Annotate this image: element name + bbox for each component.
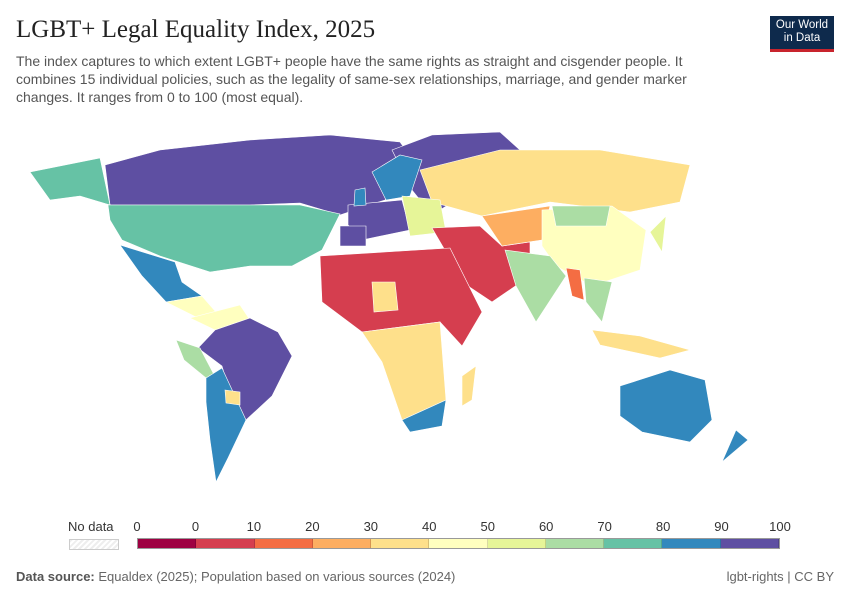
country-new-zealand[interactable] — [721, 429, 749, 463]
country-madagascar[interactable] — [461, 365, 477, 407]
subtitle: The index captures to which extent LGBT+… — [16, 53, 687, 105]
country-usa[interactable] — [107, 204, 341, 273]
legend-bin-3[interactable] — [312, 539, 372, 548]
country-brazil[interactable] — [197, 317, 293, 421]
legend-bin-10[interactable] — [720, 539, 779, 548]
legend-bin-6[interactable] — [487, 539, 546, 548]
legend-bin-7[interactable] — [545, 539, 605, 548]
data-source: Data source: Equaldex (2025); Population… — [16, 569, 455, 584]
country-uk[interactable] — [353, 187, 367, 207]
legend-color-scale — [137, 538, 780, 549]
legend-tick: 50 — [480, 519, 495, 534]
country-alaska[interactable] — [29, 157, 111, 206]
source-text: Equaldex (2025); Population based on var… — [98, 569, 456, 584]
owid-logo[interactable]: Our World in Data — [770, 16, 834, 52]
legend-bin-4[interactable] — [371, 539, 430, 548]
country-sahel[interactable] — [371, 281, 399, 313]
legend-tick: 30 — [363, 519, 379, 534]
country-india[interactable] — [504, 249, 567, 323]
legend-tick: 40 — [422, 519, 437, 534]
legend-no-data-label: No data — [68, 519, 114, 534]
license[interactable]: lgbt-rights | CC BY — [726, 569, 834, 584]
country-southeast-asia[interactable] — [583, 277, 613, 323]
legend-tick: 90 — [714, 519, 729, 534]
legend-bin-1[interactable] — [196, 539, 255, 548]
country-japan[interactable] — [649, 215, 667, 253]
country-russia[interactable] — [419, 149, 691, 217]
legend-tick: 70 — [597, 519, 612, 534]
country-mongolia[interactable] — [551, 205, 611, 227]
legend-bin-8[interactable] — [604, 539, 663, 548]
legend-tick: 0 — [133, 519, 141, 534]
country-southern-cone[interactable] — [205, 367, 247, 483]
page-title: LGBT+ Legal Equality Index, 2025 — [16, 16, 376, 43]
country-southern-africa[interactable] — [401, 399, 447, 433]
country-spain[interactable] — [339, 225, 367, 247]
legend-bin-9[interactable] — [662, 539, 721, 548]
legend-tick: 60 — [538, 519, 554, 534]
legend-tick: 0 — [191, 519, 200, 534]
legend-tick: 10 — [246, 519, 262, 534]
legend-tick: 80 — [655, 519, 671, 534]
legend-no-data-swatch[interactable] — [69, 539, 119, 550]
legend-tick: 20 — [305, 519, 320, 534]
country-australia[interactable] — [619, 369, 713, 443]
source-label: Data source: — [16, 569, 95, 584]
country-north-africa[interactable] — [319, 247, 483, 347]
legend-bin-0[interactable] — [138, 539, 197, 548]
country-central-africa[interactable] — [361, 321, 447, 421]
country-indonesia[interactable] — [591, 329, 692, 359]
world-map[interactable] — [0, 120, 850, 515]
legend-bin-2[interactable] — [254, 539, 313, 548]
country-scandinavia[interactable] — [371, 154, 423, 201]
legend-tick: 100 — [769, 519, 791, 534]
legend-bin-5[interactable] — [429, 539, 488, 548]
country-paraguay[interactable] — [224, 389, 241, 406]
country-myanmar[interactable] — [565, 267, 585, 301]
